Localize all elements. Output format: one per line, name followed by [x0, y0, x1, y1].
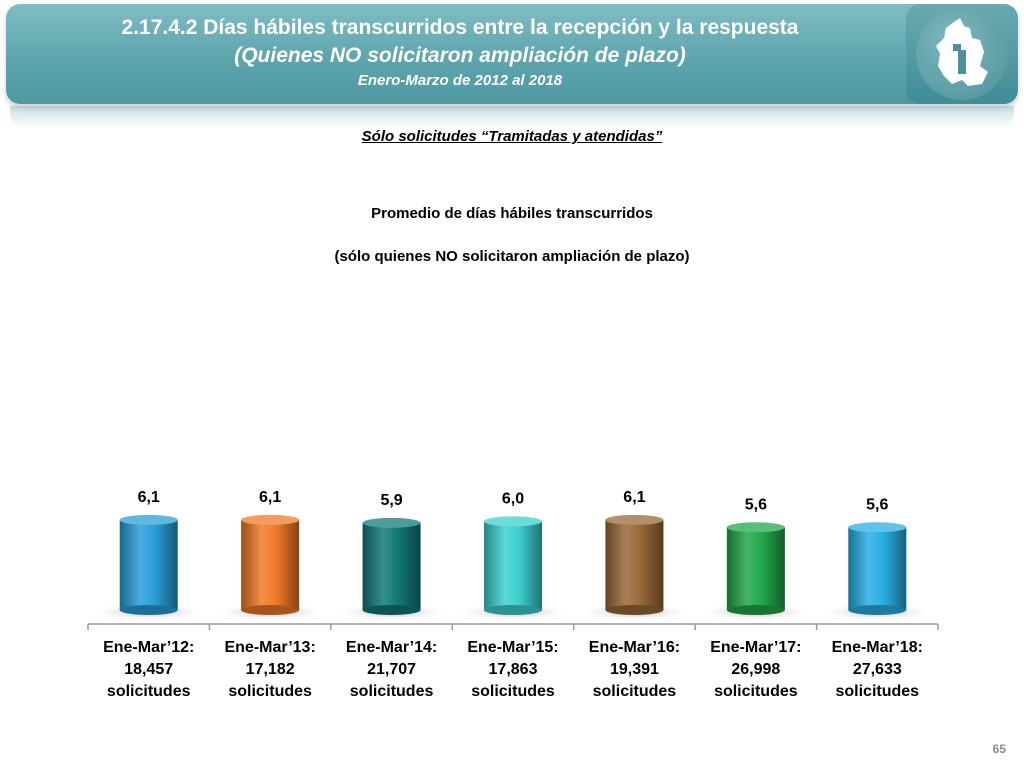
- bar-top: [605, 514, 664, 525]
- tick-label: solicitudes: [835, 683, 919, 700]
- chart-subtitle: (sólo quienes NO solicitaron ampliación …: [334, 248, 690, 265]
- data-label: 6,0: [502, 490, 524, 507]
- tick-label: solicitudes: [714, 683, 798, 700]
- bar-bottom: [726, 605, 785, 615]
- data-label: 6,1: [623, 489, 645, 506]
- chart-title: Promedio de días hábiles transcurridos: [371, 205, 653, 222]
- tick-label: 26,998: [731, 661, 780, 678]
- tick-label: 17,182: [246, 661, 295, 678]
- tick-label: Ene-Mar’17:: [710, 639, 801, 656]
- bar-bottom: [362, 605, 421, 615]
- tick-label: Ene-Mar’16:: [589, 639, 680, 656]
- title-banner: [6, 4, 1018, 104]
- chart-labels: 6,1 Ene-Mar’12: 18,457 solicitudes 6,1 Ene-Ma…: [103, 489, 923, 700]
- tick-label: solicitudes: [228, 683, 312, 700]
- tick-label: Ene-Mar’18:: [832, 639, 923, 656]
- data-label: 6,1: [259, 489, 281, 506]
- bar-top: [241, 514, 300, 525]
- tick-label: 27,633: [853, 661, 902, 678]
- tick-label: Ene-Mar’15:: [467, 639, 558, 656]
- bar: [241, 519, 300, 610]
- tick-label: 17,863: [489, 661, 538, 678]
- tick-label: 18,457: [124, 661, 173, 678]
- city-map-icon: [936, 18, 988, 86]
- bar-bottom: [848, 605, 907, 615]
- bar-top: [119, 514, 178, 525]
- data-label: 5,6: [745, 496, 767, 513]
- page-number: 65: [992, 742, 1006, 756]
- bar-top: [484, 516, 542, 527]
- bar: [726, 527, 785, 610]
- filter-subtitle: Sólo solicitudes “Tramitadas y atendidas…: [361, 128, 663, 145]
- x-axis: [87, 623, 939, 630]
- bar-bottom: [241, 605, 300, 615]
- bar-bottom: [605, 605, 664, 615]
- data-label: 5,6: [866, 496, 888, 513]
- tick-label: solicitudes: [593, 683, 677, 700]
- tick-label: Ene-Mar’13:: [224, 639, 315, 656]
- bar: [605, 519, 664, 610]
- page-title-qualifier: (Quienes NO solicitaron ampliación de pl…: [234, 44, 686, 67]
- title-banner-reflection: [10, 106, 1014, 128]
- logo: [906, 4, 1018, 104]
- title-block: 2.17.4.2 Días hábiles transcurridos entr…: [20, 14, 900, 92]
- page-period: Enero-Marzo de 2012 al 2018: [357, 72, 563, 89]
- bar: [362, 522, 421, 610]
- page-title: 2.17.4.2 Días hábiles transcurridos entr…: [121, 16, 799, 39]
- tick-label: solicitudes: [471, 683, 555, 700]
- tick-label: Ene-Mar’12:: [103, 639, 194, 656]
- tick-label: Ene-Mar’14:: [346, 639, 437, 656]
- tick-label: solicitudes: [350, 683, 434, 700]
- bar: [848, 527, 907, 610]
- data-label: 6,1: [138, 489, 160, 506]
- bar-bottom: [484, 605, 542, 615]
- bar-bottom: [119, 605, 178, 615]
- bar-top: [362, 517, 421, 528]
- data-label: 5,9: [380, 492, 402, 509]
- tick-label: solicitudes: [107, 683, 191, 700]
- chart-bars: [90, 514, 936, 621]
- bar-top: [726, 522, 785, 533]
- tick-label: 19,391: [610, 661, 659, 678]
- bar: [119, 519, 178, 610]
- tick-label: 21,707: [367, 661, 416, 678]
- bar-top: [848, 522, 907, 533]
- bar: [484, 521, 542, 610]
